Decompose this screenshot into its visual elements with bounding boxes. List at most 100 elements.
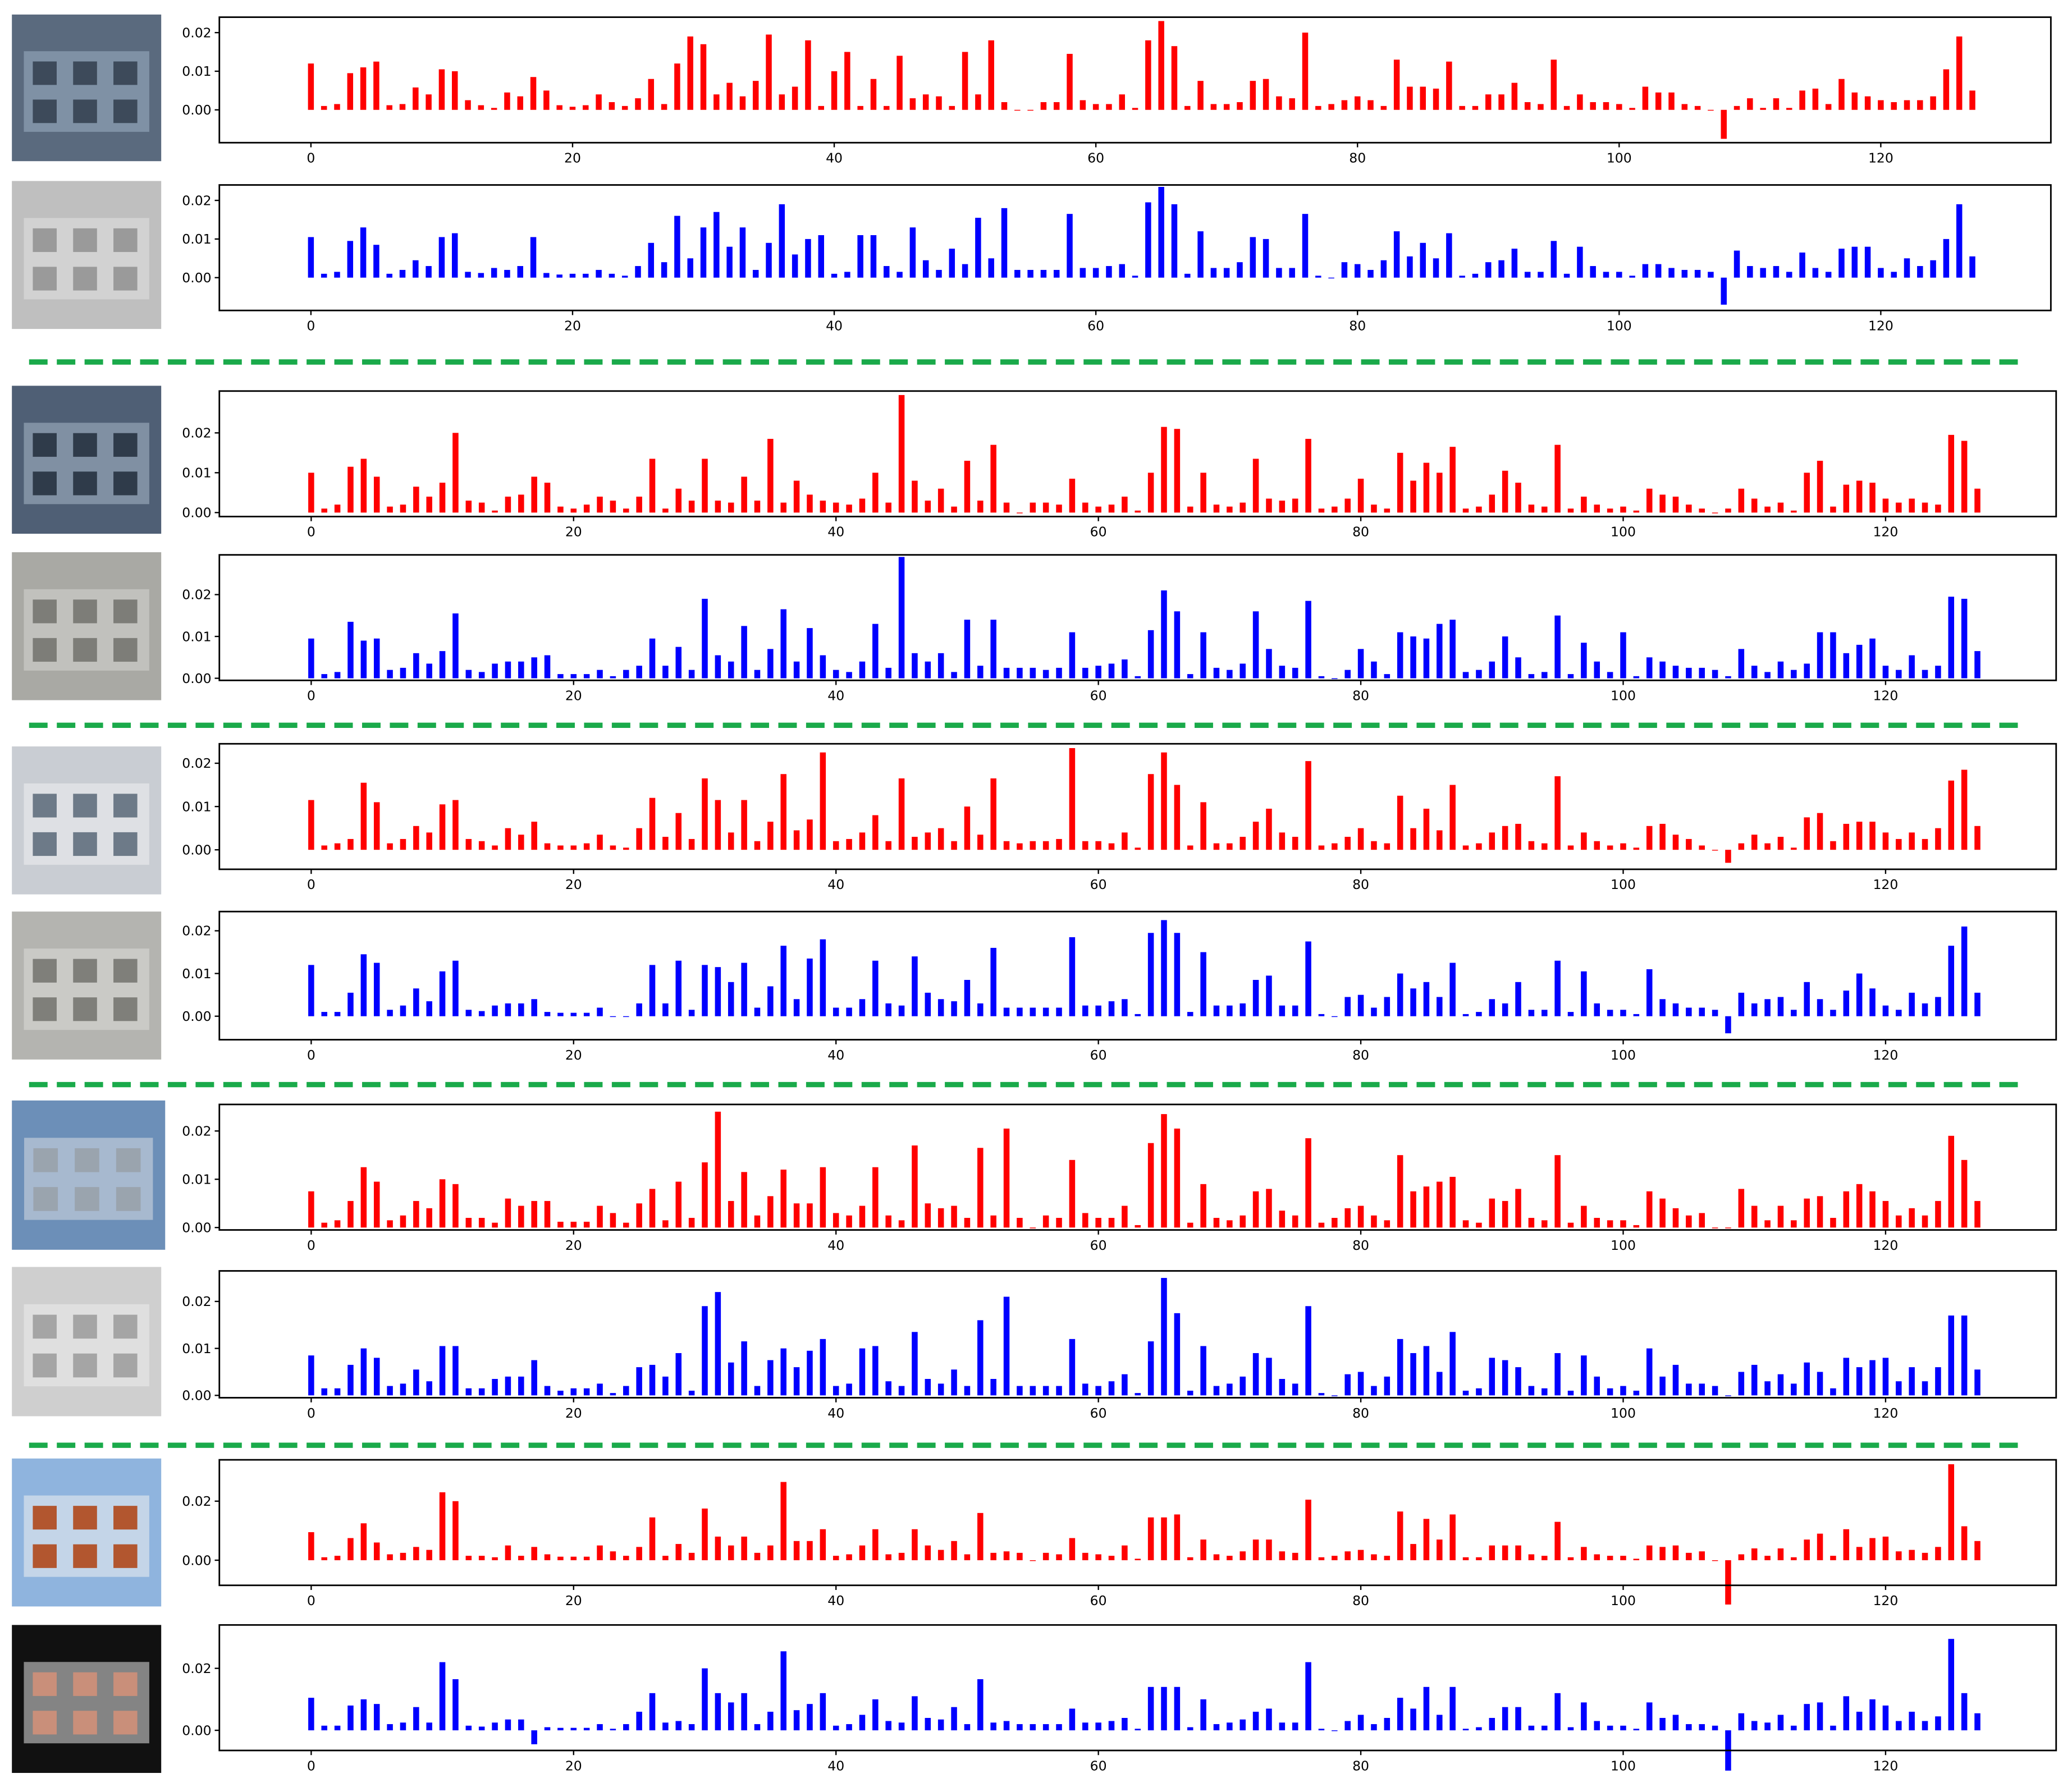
y-tick-label: 0.02 (182, 25, 211, 40)
bar (413, 260, 419, 278)
bar (872, 1529, 879, 1561)
bar (1922, 1552, 1928, 1561)
bar (1197, 81, 1204, 110)
bar (1122, 496, 1128, 513)
bar (1161, 920, 1167, 1016)
bar (1371, 1724, 1377, 1731)
bar (675, 647, 682, 679)
bar (1869, 483, 1876, 513)
bar (1935, 1716, 1941, 1731)
bar (833, 502, 839, 513)
bar (1266, 1539, 1272, 1561)
bar (1554, 1155, 1561, 1228)
bar (1397, 973, 1403, 1016)
x-tick-label: 100 (1611, 1593, 1636, 1608)
x-tick-label: 40 (827, 524, 844, 540)
bar (1777, 661, 1784, 679)
bar (373, 61, 379, 110)
y-tick-label: 0.00 (182, 1220, 211, 1235)
bar (1147, 1517, 1154, 1561)
bar (1830, 1725, 1836, 1731)
x-tick-label: 20 (565, 1238, 582, 1253)
embedding-bar-chart: 0 20 40 60 80 100 120 0.00 0.02 (182, 1624, 2057, 1773)
bar (1659, 1547, 1666, 1561)
bar (557, 1390, 564, 1396)
bar (530, 237, 537, 278)
bar (1607, 508, 1613, 513)
bar (636, 1711, 642, 1731)
bar (964, 1554, 971, 1561)
bar (1554, 960, 1561, 1016)
bar (1252, 1711, 1259, 1731)
bar (1699, 1551, 1705, 1561)
bar (465, 1725, 472, 1731)
bar (728, 832, 734, 850)
x-tick-label: 100 (1611, 524, 1636, 540)
bar (1437, 1539, 1443, 1561)
x-tick-label: 60 (1090, 1238, 1107, 1253)
bar (1620, 843, 1626, 850)
bar (321, 1222, 327, 1228)
bar (807, 1203, 813, 1228)
bar (1725, 1227, 1731, 1229)
bar (1266, 498, 1272, 513)
bar (1672, 1545, 1679, 1561)
bar (1974, 1200, 1980, 1228)
bar (793, 830, 800, 850)
bar (1974, 651, 1980, 679)
bar (1948, 1639, 1955, 1731)
bar (505, 1719, 511, 1731)
bar (1252, 459, 1259, 513)
bar (1590, 102, 1596, 110)
bar (951, 672, 957, 679)
bar (687, 36, 693, 110)
embedding-bar-chart: 0 20 40 60 80 100 120 0.00 0.01 0.02 (182, 910, 2057, 1063)
bar (872, 1346, 879, 1396)
bar (1961, 1693, 1968, 1731)
bar (1620, 1725, 1626, 1731)
bar (1069, 1708, 1076, 1731)
bar (807, 819, 813, 850)
bar (702, 1668, 708, 1731)
x-tick-label: 40 (827, 877, 844, 892)
bar (478, 1011, 485, 1016)
bar (728, 661, 734, 679)
bar (977, 1320, 984, 1396)
bar (1974, 826, 1980, 850)
bar (687, 258, 693, 278)
bar (1830, 506, 1836, 513)
bar (1974, 992, 1980, 1016)
bar (583, 843, 590, 850)
bar (1791, 510, 1797, 513)
bar (1542, 1010, 1548, 1016)
bar (754, 1724, 761, 1731)
bar (1017, 1552, 1023, 1561)
bar (1502, 636, 1508, 679)
bar (820, 655, 826, 679)
bar (1437, 830, 1443, 850)
bar (583, 674, 590, 679)
bar (833, 1725, 839, 1731)
building-photo-thumbnail (12, 1625, 162, 1773)
bar (1961, 598, 1968, 679)
bar (739, 96, 746, 110)
bar (1119, 264, 1125, 278)
bar (1594, 1721, 1600, 1731)
bar (1108, 1001, 1115, 1016)
bar (478, 672, 485, 679)
bar (347, 1364, 354, 1396)
bar (964, 1724, 971, 1731)
bar (1095, 1386, 1101, 1396)
bar (347, 838, 354, 850)
bar (1122, 832, 1128, 850)
bar (439, 1346, 446, 1396)
bar (557, 1012, 564, 1016)
x-tick-label: 60 (1090, 1758, 1107, 1773)
bar (793, 1710, 800, 1731)
bar (1332, 1556, 1338, 1561)
bar (1633, 1225, 1640, 1228)
bar (925, 500, 931, 513)
bar (1581, 832, 1587, 850)
bar (1397, 1698, 1403, 1731)
bar (1030, 667, 1036, 679)
